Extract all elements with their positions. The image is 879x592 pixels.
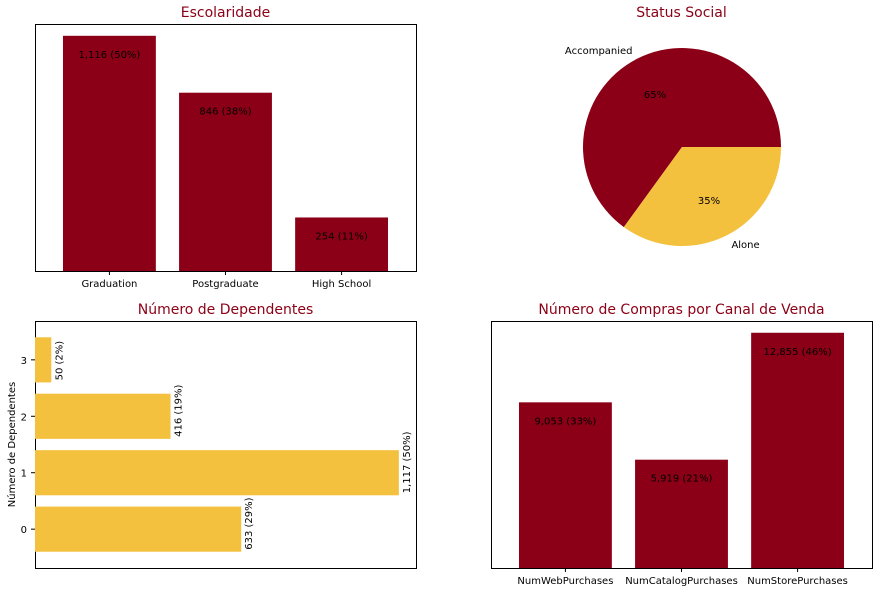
dependentes-data-label: 50 (2%): [54, 341, 65, 381]
dependentes-y-axis-label: Número de Dependentes: [6, 382, 18, 507]
escolaridade-bar: [179, 92, 272, 272]
dependentes-bar: [35, 506, 242, 552]
compras-data-label: 5,919 (21%): [651, 474, 713, 485]
escolaridade-data-label: 254 (11%): [315, 231, 367, 242]
chart-title-status-social: Status Social: [636, 5, 727, 21]
chart-title-dependentes: Número de Dependentes: [137, 302, 314, 318]
dependentes-tick-label: 2: [21, 412, 27, 423]
chart-title-compras-canal: Número de Compras por Canal de Venda: [538, 302, 825, 318]
dependentes-tick-label: 3: [21, 356, 27, 367]
chart-title-escolaridade: Escolaridade: [180, 5, 271, 21]
compras-tick-label: NumStorePurchases: [747, 576, 848, 587]
escolaridade-bar: [62, 35, 156, 271]
dependentes-data-label: 633 (29%): [244, 497, 255, 549]
compras-bar: [751, 332, 845, 568]
pie-slice-alone: [623, 147, 781, 246]
dependentes-bar: [35, 337, 52, 383]
dependentes-tick-label: 0: [21, 525, 27, 536]
dependentes-plot-frame: [35, 321, 417, 569]
escolaridade-data-label: 846 (38%): [199, 107, 251, 118]
escolaridade-bar: [295, 217, 389, 271]
dependentes-bar: [35, 393, 171, 439]
compras-bar: [635, 459, 728, 568]
escolaridade-tick-label: Postgraduate: [192, 279, 258, 290]
compras-data-label: 12,855 (46%): [763, 347, 831, 358]
compras-bar: [518, 402, 612, 568]
dependentes-data-label: 1,117 (50%): [402, 431, 413, 493]
escolaridade-tick-label: Graduation: [81, 279, 137, 290]
compras-data-label: 9,053 (33%): [535, 416, 597, 427]
pie-category-label: Accompanied: [565, 46, 633, 57]
escolaridade-data-label: 1,116 (50%): [79, 50, 141, 61]
pie-pct-label: 65%: [644, 90, 666, 101]
dependentes-tick-label: 1: [21, 469, 27, 480]
pie-slice-accompanied: [583, 47, 781, 228]
compras-tick-label: NumWebPurchases: [517, 576, 613, 587]
pie-category-label: Alone: [731, 240, 759, 251]
pie-pct-label: 35%: [698, 196, 720, 207]
dependentes-data-label: 416 (19%): [174, 384, 185, 436]
dependentes-bar: [35, 450, 399, 496]
escolaridade-tick-label: High School: [312, 279, 371, 290]
compras-tick-label: NumCatalogPurchases: [625, 576, 738, 587]
